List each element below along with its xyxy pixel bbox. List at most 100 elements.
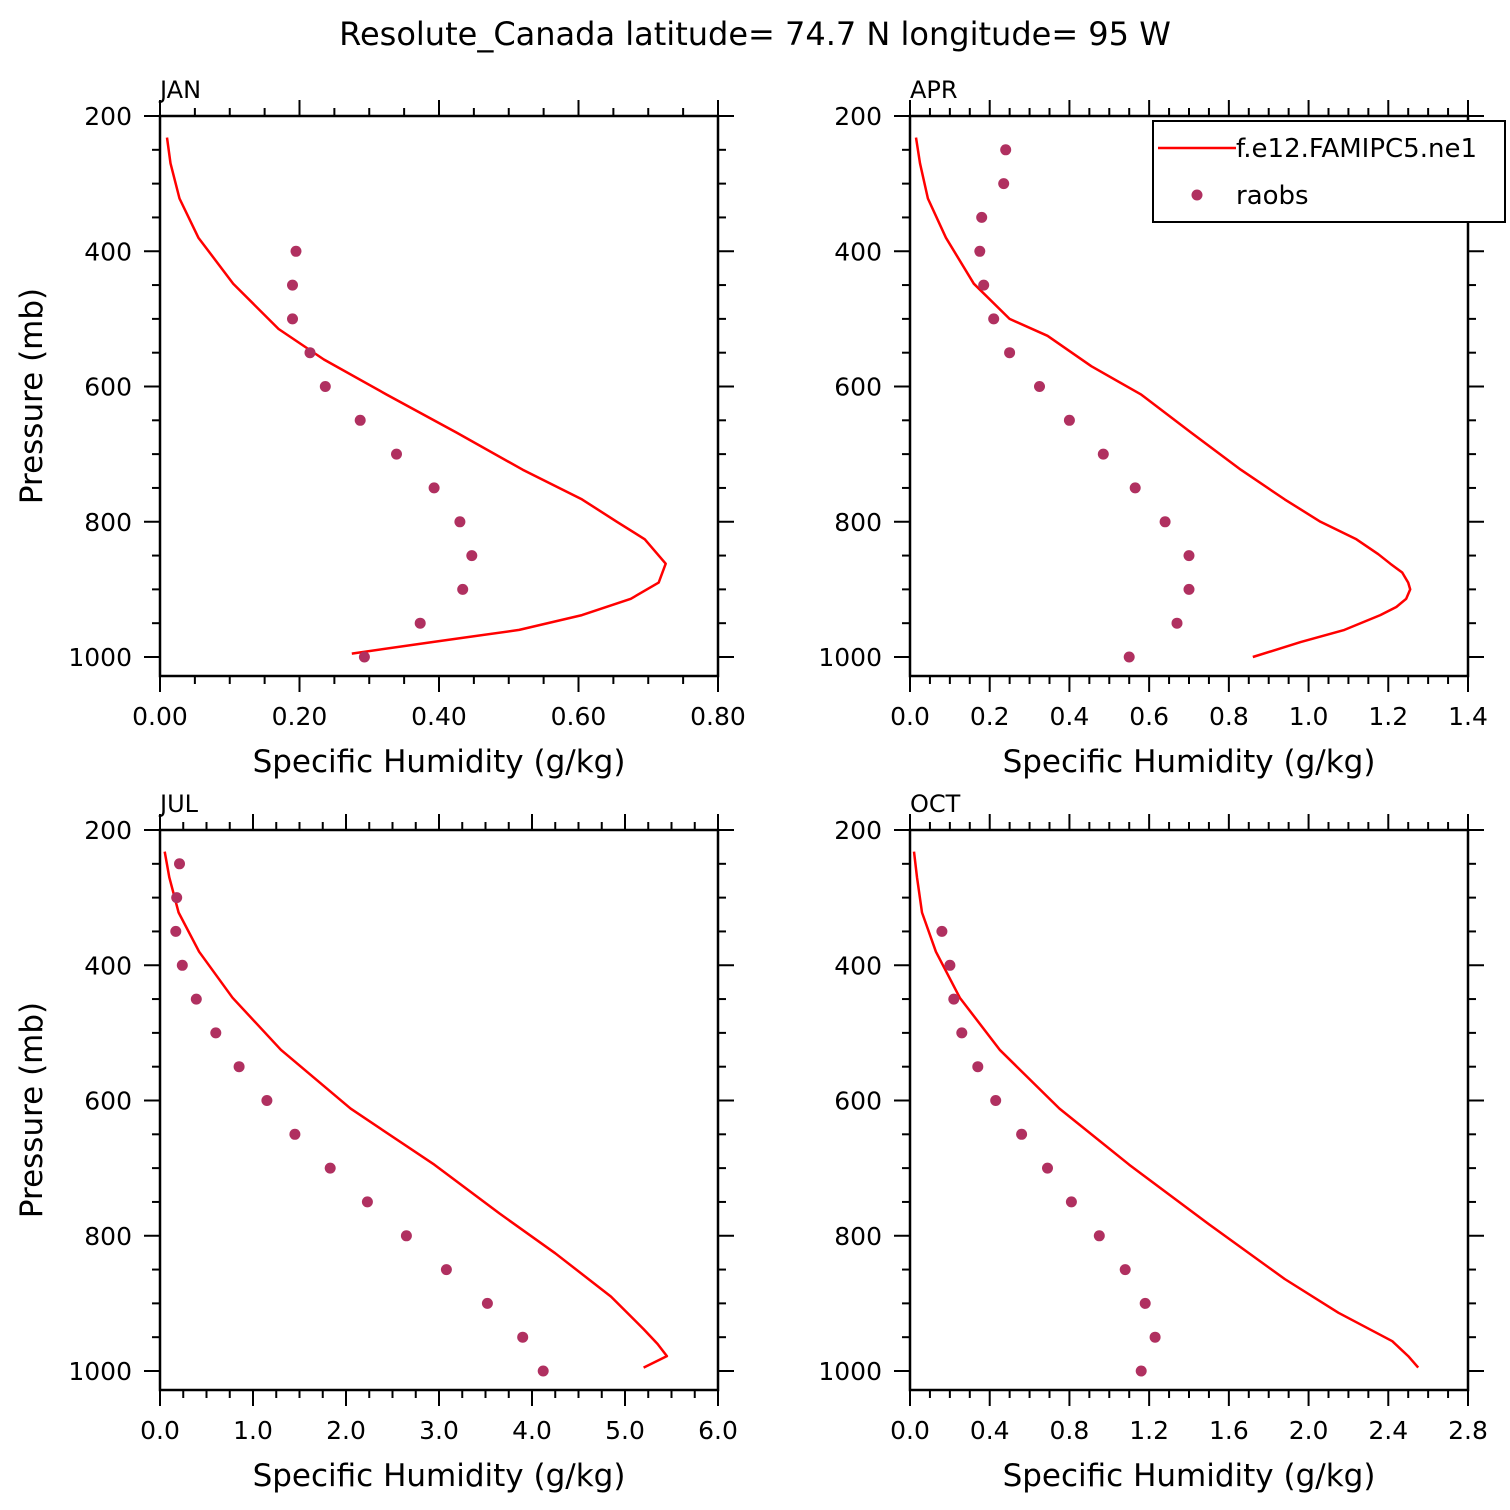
y-tick-label: 400 [84, 951, 132, 980]
panel-label-jan: JAN [158, 76, 201, 104]
x-tick-label: 2.0 [326, 1416, 366, 1445]
model-line-jul [163, 851, 669, 1369]
raob-point [210, 1027, 222, 1039]
y-tick-label: 400 [84, 237, 132, 266]
raob-point [1065, 1196, 1077, 1208]
model-line-jan [165, 137, 667, 655]
x-axis-label: Specific Humidity (g/kg) [253, 744, 626, 780]
raob-point [261, 1095, 273, 1106]
x-tick-label: 0.80 [690, 702, 746, 731]
raob-point [537, 1365, 549, 1377]
raob-point [1034, 381, 1045, 392]
x-tick-label: 1.4 [1448, 702, 1488, 731]
x-tick-label: 0.6 [1129, 702, 1169, 731]
x-tick-label: 1.6 [1209, 1416, 1249, 1445]
y-axis-label: Pressure (mb) [14, 288, 50, 504]
raob-point [1004, 347, 1016, 359]
panel-oct: OCT 200 400 600 800 1000 0.0 0.4 0.8 1.2 1.6 2.0 2.4… [818, 790, 1488, 1494]
x-tick-label: 0.40 [411, 702, 467, 731]
y-tick-label: 200 [84, 102, 132, 131]
raob-point [956, 1027, 968, 1039]
raob-point [1135, 1365, 1147, 1377]
x-axis-label: Specific Humidity (g/kg) [1003, 744, 1376, 780]
x-axis-label: Specific Humidity (g/kg) [1003, 1458, 1376, 1494]
x-tick-label: 1.2 [1368, 702, 1408, 731]
x-tick-label: 2.0 [1289, 1416, 1329, 1445]
raob-point [414, 617, 426, 629]
raob-point [1097, 448, 1109, 460]
raob-point [190, 993, 202, 1005]
raob-point [174, 858, 185, 870]
raob-point [319, 381, 331, 392]
legend: f.e12.FAMIPC5.ne1 raobs [1152, 120, 1506, 223]
series-group [163, 851, 669, 1377]
panel-label-apr: APR [910, 76, 958, 104]
y-tick-label: 600 [84, 373, 132, 402]
x-tick-label: 2.4 [1368, 1416, 1408, 1445]
y-tick-label: 200 [834, 102, 882, 131]
raob-point [1183, 550, 1195, 562]
raob-point [1042, 1162, 1053, 1174]
y-tick-label: 800 [84, 508, 132, 537]
x-tick-label: 2.8 [1448, 1416, 1488, 1445]
raob-point [1159, 516, 1171, 528]
raob-point [1139, 1297, 1151, 1309]
x-tick-label: 0.0 [890, 1416, 930, 1445]
series-group [914, 137, 1412, 663]
raob-point [170, 925, 182, 937]
raob-point [974, 245, 986, 257]
panel-jul: JUL 200 400 600 800 1000 0.0 1.0 2.0 3.0 4.0 5.0 6.0… [14, 790, 738, 1494]
x-tick-label: 0.4 [1050, 702, 1090, 731]
panel-label-oct: OCT [910, 790, 961, 818]
model-line-apr [914, 137, 1412, 659]
x-tick-label: 6.0 [698, 1416, 738, 1445]
panel-jan: JAN 200 400 600 800 1000 0.00 0.20 0.40 0.60 0.80 S… [14, 76, 746, 780]
raob-point [1183, 583, 1195, 595]
x-tick-label: 5.0 [605, 1416, 645, 1445]
y-tick-label: 800 [834, 1222, 882, 1251]
x-tick-label: 1.0 [233, 1416, 273, 1445]
raob-point [1171, 617, 1183, 629]
legend-box [1152, 120, 1506, 223]
raob-point [976, 211, 988, 223]
x-tick-label: 0.60 [551, 702, 607, 731]
legend-label: raobs [1236, 181, 1309, 211]
raob-point [988, 313, 1000, 325]
raob-point [948, 993, 960, 1005]
raob-point [290, 245, 302, 257]
raob-point [354, 414, 366, 426]
x-tick-label: 3.0 [419, 1416, 459, 1445]
raob-point [289, 1128, 301, 1140]
x-tick-label: 0.00 [132, 702, 188, 731]
raob-point [998, 178, 1010, 190]
x-tick-label: 1.0 [1289, 702, 1329, 731]
raob-point [1149, 1331, 1161, 1343]
model-line-oct [912, 851, 1420, 1369]
y-tick-label: 1000 [68, 1357, 132, 1386]
raob-point [400, 1230, 412, 1242]
x-axis-label: Specific Humidity (g/kg) [253, 1458, 626, 1494]
raob-point [1016, 1128, 1028, 1140]
panel-label-jul: JUL [158, 790, 199, 818]
raob-point [171, 892, 183, 904]
y-tick-label: 400 [834, 237, 882, 266]
x-tick-label: 0.0 [140, 1416, 180, 1445]
figure-title: Resolute_Canada latitude= 74.7 N longitu… [339, 15, 1171, 53]
legend-label: f.e12.FAMIPC5.ne1 [1236, 134, 1477, 164]
x-tick-label: 0.2 [970, 702, 1010, 731]
y-tick-label: 800 [84, 1222, 132, 1251]
x-tick-label: 1.2 [1129, 1416, 1169, 1445]
y-tick-label: 800 [834, 508, 882, 537]
x-tick-label: 0.4 [970, 1416, 1010, 1445]
x-tick-label: 0.20 [272, 702, 328, 731]
panel-apr: APR 200 400 600 800 1000 0.0 0.2 0.4 0.6 0.8 1.0 1.2… [818, 76, 1506, 780]
y-tick-label: 1000 [818, 643, 882, 672]
y-tick-label: 200 [834, 816, 882, 845]
raob-point [324, 1162, 336, 1174]
y-axis-label: Pressure (mb) [14, 1002, 50, 1218]
raob-point [978, 279, 990, 291]
raob-point [287, 279, 298, 291]
x-tick-label: 0.8 [1050, 1416, 1090, 1445]
